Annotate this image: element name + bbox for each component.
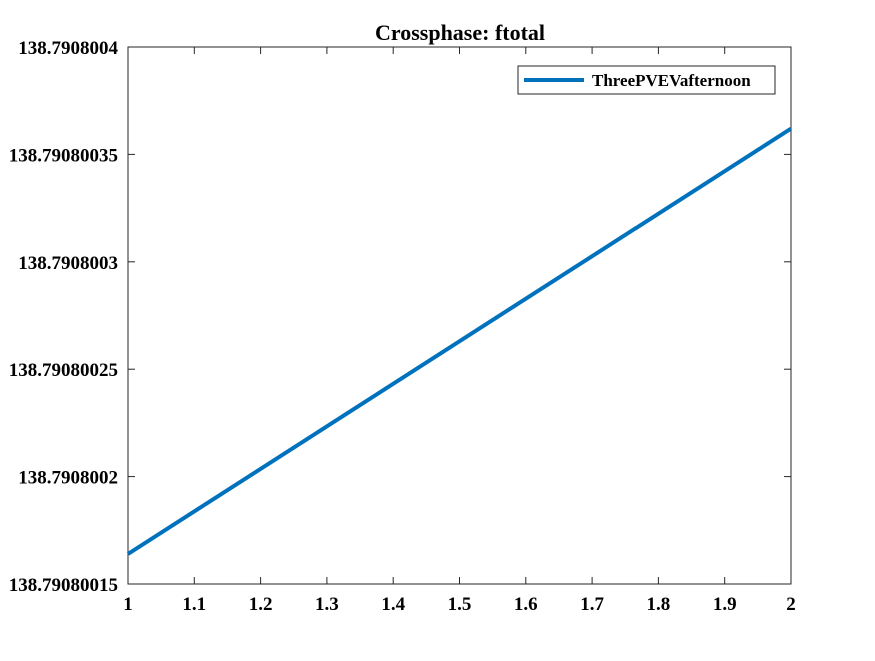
plot-area: 1 1.1 1.2 1.3 1.4 1.5 1.6 1.7 1.8 1.9 2 138.7908001… (9, 38, 796, 615)
x-tick-label: 1.3 (315, 594, 339, 615)
x-tick-label: 1.4 (381, 594, 405, 615)
y-tick-label: 138.7908004 (18, 38, 118, 59)
axes-box (127, 46, 792, 585)
legend: ThreePVEVafternoon (517, 65, 776, 95)
series-line-ThreePVEVafternoon (126, 126, 793, 556)
y-tick-label: 138.79080035 (9, 145, 118, 166)
y-tick-label: 138.79080025 (9, 360, 118, 381)
y-tick-label: 138.7908002 (18, 468, 118, 489)
x-tick-label: 1.9 (713, 594, 737, 615)
x-tick-label: 1.2 (249, 594, 273, 615)
x-tick-label: 1.7 (580, 594, 604, 615)
legend-label: ThreePVEVafternoon (592, 71, 751, 90)
chart-title: Crossphase: ftotal (375, 20, 545, 45)
x-tick-label: 1 (123, 594, 133, 615)
x-tick-label: 1.8 (647, 594, 671, 615)
x-tick-label: 1.5 (448, 594, 472, 615)
x-tick-label: 1.1 (182, 594, 206, 615)
x-tick-label: 2 (786, 594, 796, 615)
y-tick-label: 138.79080015 (9, 575, 118, 596)
x-tick-label: 1.6 (514, 594, 538, 615)
y-tick-label: 138.7908003 (18, 253, 118, 274)
